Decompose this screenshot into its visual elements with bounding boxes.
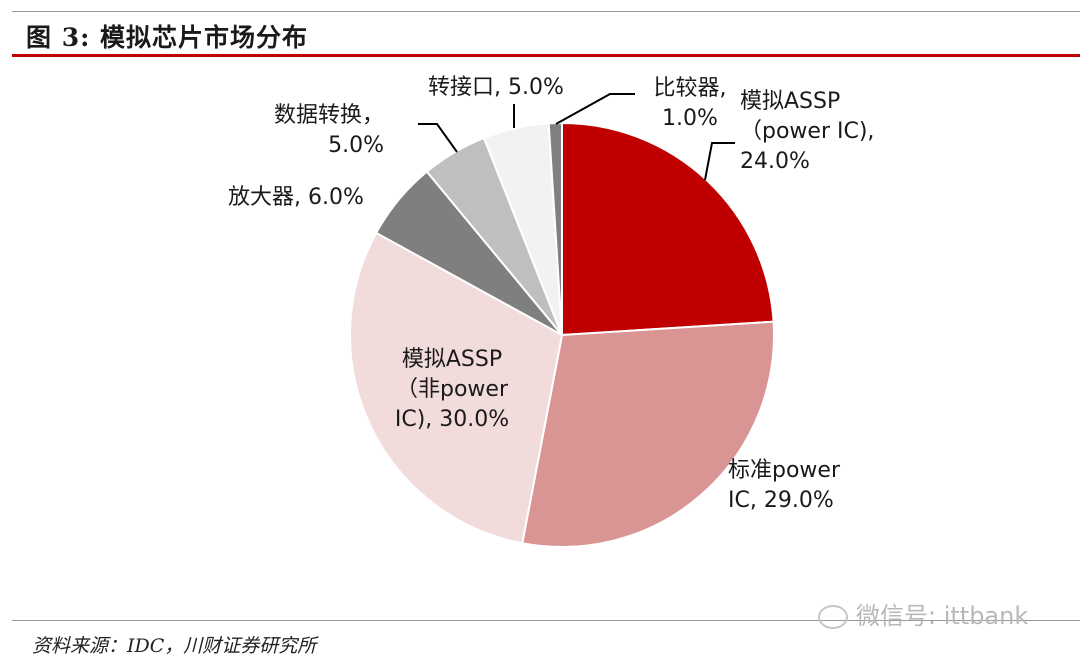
leader-line-5: [418, 123, 458, 153]
pie-slice-2: [521, 320, 775, 548]
slice-label-7: 比较器, 1.0%: [654, 76, 727, 131]
slice-label-2: 标准power IC, 29.0%: [728, 458, 841, 513]
watermark-text: 微信号: ittbank: [856, 602, 1029, 630]
slice-label-1: 模拟ASSP （power IC), 24.0%: [740, 89, 874, 174]
pie-slice-7: [547, 121, 563, 336]
watermark: 微信号: ittbank: [818, 596, 1028, 631]
pie-slice-3: [349, 231, 564, 545]
slice-label-4: 放大器, 6.0%: [228, 185, 364, 210]
chart-title: 图 3: 模拟芯片市场分布: [26, 23, 309, 52]
wechat-icon: [818, 605, 848, 629]
title-underline: [12, 54, 1080, 57]
slice-label-3: 模拟ASSP （非power IC), 30.0%: [395, 347, 509, 432]
bottom-rule: [12, 620, 1080, 621]
slice-label-6: 转接口, 5.0%: [428, 75, 564, 100]
pie-slice-1: [561, 121, 775, 337]
top-rule: [12, 11, 1080, 12]
leader-line-1: [704, 142, 735, 181]
source-note: 资料来源：IDC，川财证券研究所: [32, 635, 317, 657]
slice-label-5: 数据转换， 5.0%: [274, 103, 384, 158]
leader-line-7: [555, 93, 635, 125]
